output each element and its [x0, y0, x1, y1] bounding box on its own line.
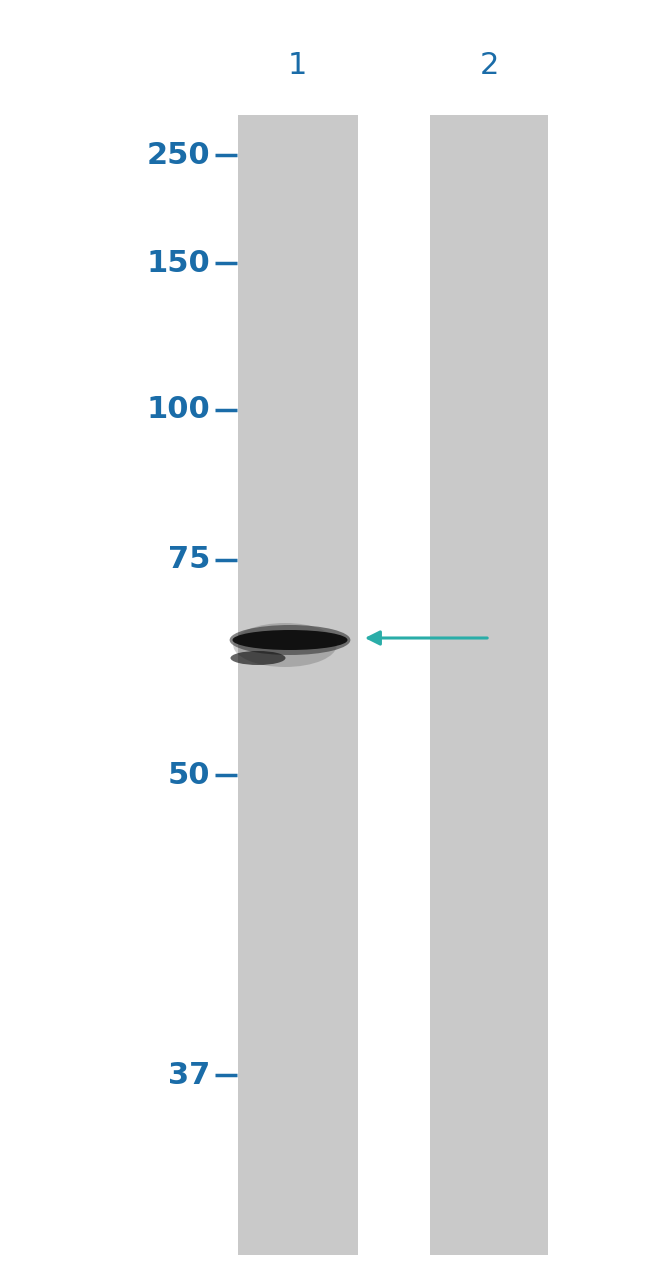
- Text: 2: 2: [479, 51, 499, 80]
- Ellipse shape: [229, 625, 350, 655]
- Text: 75: 75: [168, 546, 210, 574]
- Ellipse shape: [233, 630, 348, 650]
- Ellipse shape: [231, 652, 285, 665]
- Text: 100: 100: [146, 395, 210, 424]
- Text: 150: 150: [146, 249, 210, 278]
- Bar: [430, 116, 548, 1255]
- Ellipse shape: [233, 624, 337, 667]
- Text: 250: 250: [146, 141, 210, 169]
- Text: 50: 50: [168, 761, 210, 790]
- Bar: [238, 116, 358, 1255]
- Text: 37: 37: [168, 1060, 210, 1090]
- Text: 1: 1: [287, 51, 307, 80]
